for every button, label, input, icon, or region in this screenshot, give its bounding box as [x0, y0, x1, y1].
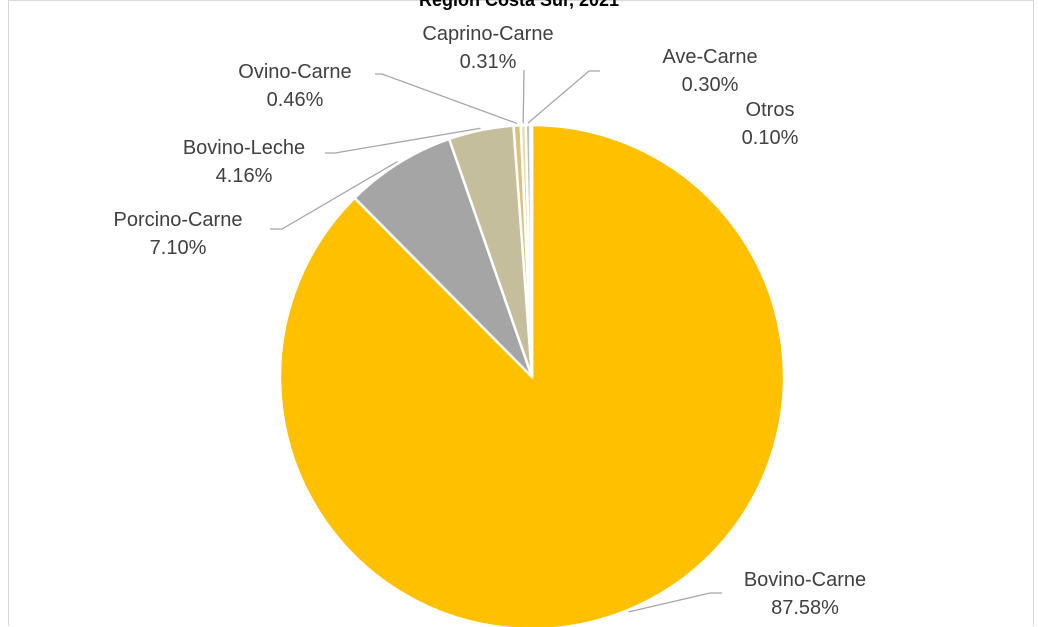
slice-label-bovino-leche: Bovino-Leche: [183, 137, 305, 159]
chart-title: Región Costa Sur, 2021: [418, 0, 620, 10]
slice-value-ovino-carne: 0.46%: [267, 89, 324, 111]
leader-line-bovino-leche: [325, 127, 481, 154]
slice-label-caprino-carne: Caprino-Carne: [422, 23, 553, 45]
leader-line-porcino-carne: [270, 160, 398, 230]
slice-value-ave-carne: 0.30%: [682, 74, 739, 96]
pie-slices: [278, 123, 786, 627]
slice-label-ovino-carne: Ovino-Carne: [238, 61, 351, 83]
slice-label-porcino-carne: Porcino-Carne: [114, 209, 243, 231]
slice-label-bovino-carne: Bovino-Carne: [744, 569, 866, 591]
leader-line-caprino-carne: [522, 69, 525, 124]
slice-label-ave-carne: Ave-Carne: [662, 46, 757, 68]
slice-value-bovino-carne: 87.58%: [771, 597, 839, 619]
pie-slice-porcino-carne: [353, 137, 534, 379]
leader-line-bovino-carne: [628, 592, 722, 613]
slice-value-porcino-carne: 7.10%: [150, 237, 207, 259]
leader-line-ave-carne: [527, 70, 600, 124]
slice-labels: Bovino-Carne 87.58% Porcino-Carne 7.10% Bovi…: [114, 23, 867, 619]
pie-slice-otros: [529, 123, 534, 379]
leader-line-ovino-carne: [375, 73, 518, 125]
slice-label-otros: Otros: [746, 99, 795, 121]
slice-value-otros: 0.10%: [742, 127, 799, 149]
slice-value-caprino-carne: 0.31%: [460, 51, 517, 73]
leader-lines: [270, 69, 722, 613]
slice-value-bovino-leche: 4.16%: [216, 165, 273, 187]
chart-area: [8, 0, 1034, 626]
